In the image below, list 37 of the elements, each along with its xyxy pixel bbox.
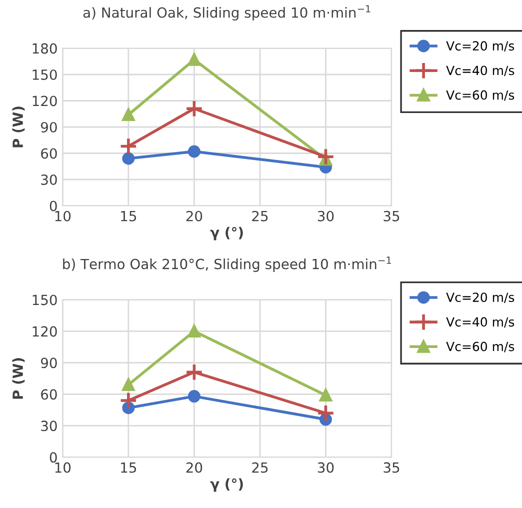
x-tick-label: 20 (186, 210, 202, 222)
x-axis-title: γ (°) (210, 478, 243, 492)
legend-label: Vc=40 m/s (446, 66, 514, 76)
x-tick-label: 10 (55, 210, 71, 222)
y-tick-label: 0 (50, 200, 57, 212)
y-tick-label: 150 (32, 69, 57, 80)
legend-label: Vc=20 m/s (446, 41, 514, 52)
y-tick-label: 180 (32, 43, 57, 54)
y-tick-label: 150 (32, 294, 57, 306)
x-tick-label: 30 (318, 462, 334, 473)
y-tick-label: 60 (41, 148, 57, 159)
chart-title: a) Natural Oak, Sliding speed 10 m·min$^{−1}$ (83, 5, 370, 20)
y-tick-label: 90 (40, 358, 57, 368)
x-tick-label: 25 (252, 210, 268, 222)
x-tick-label: 20 (186, 462, 202, 473)
y-tick-label: 0 (50, 452, 57, 463)
x-tick-label: 30 (318, 210, 334, 222)
y-axis-title: P (W) (12, 106, 25, 148)
y-tick-label: 30 (41, 174, 57, 185)
x-tick-label: 15 (121, 462, 136, 473)
legend-label: Vc=20 m/s (446, 292, 514, 304)
x-tick-label: 35 (384, 210, 400, 222)
legend-label: Vc=40 m/s (446, 317, 514, 328)
x-tick-label: 25 (252, 462, 268, 473)
x-tick-label: 10 (55, 462, 71, 473)
x-tick-label: 15 (121, 211, 136, 222)
y-axis-title: P (W) (12, 358, 25, 399)
y-tick-label: 120 (32, 96, 57, 106)
legend-label: Vc=60 m/s (446, 342, 514, 352)
y-tick-label: 90 (40, 122, 57, 132)
x-axis-title: γ (°) (210, 226, 243, 240)
y-tick-label: 30 (41, 420, 57, 432)
y-tick-label: 60 (41, 389, 57, 400)
legend-label: Vc=60 m/s (446, 90, 514, 101)
x-tick-label: 35 (384, 462, 400, 473)
y-tick-label: 120 (32, 326, 57, 337)
chart-title: b) Termo Oak 210°C, Sliding speed 10 m·min$^{−1}$ (63, 256, 391, 272)
